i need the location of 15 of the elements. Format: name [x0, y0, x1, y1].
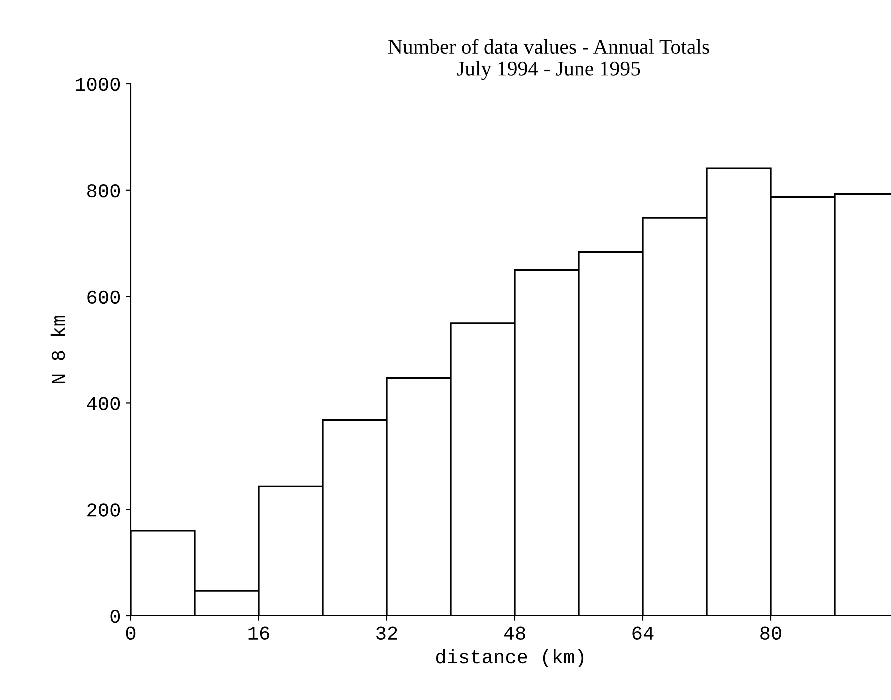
- y-tick-label: 1000: [76, 78, 120, 92]
- x-axis-title: distance (km): [436, 649, 584, 668]
- x-tick-label: 0: [126, 626, 136, 640]
- y-axis-title: N 8 km: [50, 316, 66, 384]
- x-tick-label: 32: [376, 626, 398, 640]
- x-tick-label: 16: [248, 626, 270, 640]
- y-tick-label: 200: [88, 504, 120, 517]
- y-tick-label: 600: [88, 290, 120, 304]
- y-tick-label: 400: [87, 397, 120, 410]
- x-tick-label: 64: [632, 626, 654, 640]
- y-tick-label: 800: [88, 184, 120, 198]
- y-tick-label: 0: [110, 610, 120, 624]
- x-tick-label: 48: [504, 626, 526, 640]
- chart-title: Number of data values - Annual Totals July 1994 - June 1995: [388, 39, 710, 80]
- x-tick-label: 80: [760, 626, 782, 640]
